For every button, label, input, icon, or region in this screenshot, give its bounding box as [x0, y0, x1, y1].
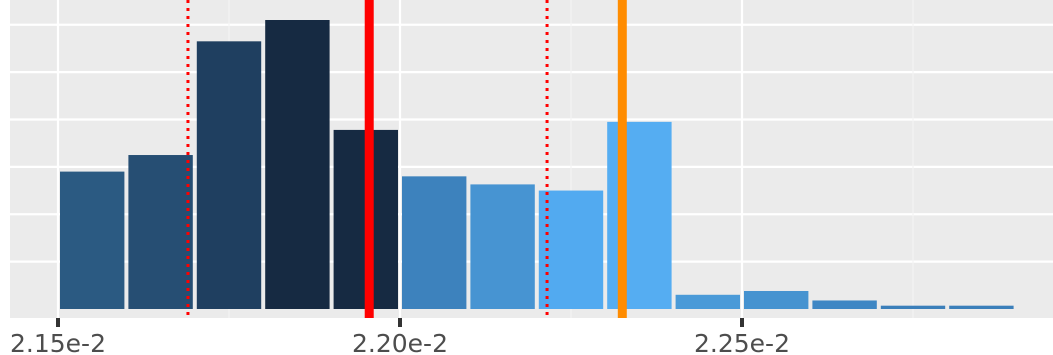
histogram-bar	[880, 305, 946, 309]
histogram-bar	[675, 294, 740, 309]
histogram-bar	[60, 171, 125, 309]
histogram-bar	[744, 290, 809, 309]
histogram-bar	[265, 20, 330, 309]
histogram-bar	[812, 300, 877, 309]
x-axis-tick-label: 2.15e-2	[10, 329, 106, 355]
histogram-bar	[538, 190, 604, 309]
histogram-bar	[470, 184, 535, 309]
x-axis-tick-label: 2.20e-2	[352, 329, 448, 355]
x-axis: 2.15e-2 2.20e-2 2.25e-2	[10, 318, 790, 355]
histogram-bar	[196, 41, 262, 309]
reference-lines-layer	[186, 0, 627, 318]
histogram-bar	[128, 155, 193, 309]
x-axis-tick-label: 2.25e-2	[694, 329, 790, 355]
histogram-bar	[402, 176, 467, 309]
histogram-bar	[607, 121, 672, 309]
histogram-bar	[949, 305, 1014, 309]
